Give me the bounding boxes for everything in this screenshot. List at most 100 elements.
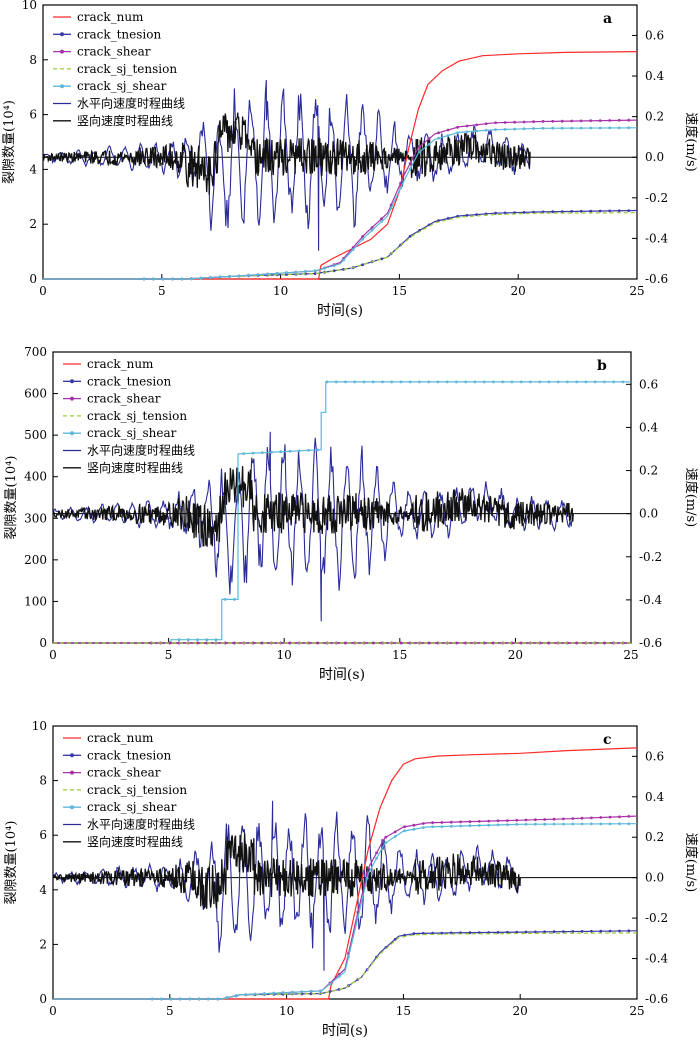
panel-label: c: [603, 732, 612, 748]
series-point-crack-sj-shear: [225, 996, 229, 1000]
y-right-tick-label: -0.2: [639, 550, 662, 564]
legend-entry: crack_sj_shear: [87, 800, 177, 814]
series-point-crack-sj-shear: [477, 824, 481, 827]
series-point-crack-sj-shear: [617, 126, 621, 130]
legend-entry: 竖向速度时程曲线: [87, 460, 183, 475]
series-point-crack-sj-shear: [551, 126, 555, 130]
series-point-crack-shear: [205, 641, 209, 645]
legend-entry: crack_shear: [77, 45, 151, 59]
series-point-crack-sj-shear: [199, 276, 203, 280]
y-left-tick-label: 100: [24, 594, 47, 608]
series-point-crack-tnesion: [494, 211, 497, 215]
series-point-crack-sj-shear: [190, 277, 193, 281]
series-point-crack-sj-shear: [618, 822, 621, 826]
series-point-crack-sj-shear: [464, 380, 468, 384]
chart-panel-a: 0 5 10 15 20 25 0 2 4 6 8 10 -0.6 -0.4 -0.2 0.0 0.2 0.4 0.…: [2, 0, 699, 319]
y-right-tick-label: 0.0: [645, 150, 664, 164]
series-point-crack-tnesion: [408, 234, 412, 238]
series-point-crack-shear: [515, 818, 519, 822]
series-point-crack-shear: [608, 815, 612, 819]
series-point-crack-shear: [384, 835, 388, 839]
y-left-tick-label: 2: [39, 937, 47, 951]
y-right-tick-label: 0.0: [639, 507, 658, 521]
chart-panel-b: 0 5 10 15 20 25 0 100 200 300 400 500 600 700 -0.6 -0.4…: [4, 345, 699, 683]
series-point-crack-tnesion: [580, 930, 584, 933]
series-line-crack-sj-tension: [53, 932, 638, 1000]
series-point-crack-sj-shear: [316, 448, 320, 452]
series-point-crack-shear: [618, 815, 621, 819]
x-tick-label: 5: [158, 284, 166, 298]
series-point-crack-sj-shear: [288, 449, 292, 453]
series-point-crack-shear: [459, 820, 462, 824]
series-point-crack-tnesion: [361, 263, 364, 267]
series-point-crack-sj-shear: [214, 638, 218, 642]
y-left-tick-label: 10: [32, 719, 47, 733]
series-point-crack-shear: [496, 819, 500, 823]
series-point-crack-sj-shear: [494, 128, 497, 132]
series-point-crack-shear: [361, 235, 364, 238]
series-point-crack-tnesion: [300, 992, 304, 996]
series-point-crack-sj-shear: [529, 380, 532, 384]
series-point-crack-sj-shear: [562, 822, 565, 826]
series-point-crack-sj-shear: [446, 134, 450, 137]
series-point-crack-sj-shear: [251, 451, 255, 455]
series-point-crack-sj-shear: [279, 450, 283, 454]
series-point-crack-sj-shear: [177, 638, 181, 642]
y-right-tick-label: -0.6: [645, 272, 668, 286]
series-point-crack-shear: [421, 822, 425, 825]
series-point-crack-sj-shear: [362, 380, 366, 384]
series-point-crack-sj-shear: [233, 598, 236, 601]
x-tick-label: 0: [49, 648, 57, 662]
series-point-crack-sj-shear: [399, 380, 403, 384]
legend-entry: crack_num: [77, 10, 144, 24]
y-right-tick-label: 0.2: [645, 110, 664, 124]
y-left-tick-label: 400: [24, 470, 47, 484]
x-tick-label: 20: [513, 1004, 528, 1018]
series-point-crack-shear: [599, 816, 603, 819]
series-point-crack-sj-shear: [291, 990, 294, 994]
series-line-velocity-h: [52, 431, 574, 622]
legend-entry: crack_sj_tension: [77, 62, 177, 76]
series-point-crack-sj-shear: [579, 126, 583, 130]
series-point-crack-sj-shear: [399, 186, 402, 190]
series-point-crack-sj-shear: [253, 992, 257, 996]
series-point-crack-shear: [418, 145, 421, 148]
series-point-crack-shear: [436, 641, 440, 645]
series-point-crack-sj-shear: [300, 990, 304, 994]
series-point-crack-shear: [627, 815, 631, 818]
y-left-tick-label: 300: [24, 511, 47, 525]
series-point-crack-sj-shear: [353, 380, 357, 384]
series-point-crack-sj-shear: [534, 822, 537, 826]
series-point-crack-shear: [427, 641, 431, 645]
y-right-tick-label: 0.4: [645, 69, 664, 83]
series-point-crack-sj-shear: [244, 993, 248, 996]
series-point-crack-shear: [375, 851, 378, 855]
series-point-crack-tnesion: [562, 930, 565, 933]
y-left-axis-label: 裂隙数量(10⁴): [2, 100, 17, 184]
series-point-crack-sj-shear: [449, 824, 453, 828]
y-right-tick-label: 0.6: [645, 28, 664, 42]
series-point-crack-sj-shear: [570, 126, 574, 130]
series-point-crack-shear: [196, 641, 199, 645]
series-point-crack-sj-shear: [380, 220, 383, 223]
series-point-crack-shear: [543, 818, 547, 821]
series-point-crack-sj-shear: [356, 916, 360, 919]
series-point-crack-sj-shear: [440, 825, 444, 828]
series-line-crack-sj-shear: [43, 127, 638, 280]
series-point-crack-shear: [492, 641, 495, 645]
series-point-crack-tnesion: [589, 209, 593, 213]
series-point-crack-shear: [475, 123, 478, 127]
series-point-crack-sj-shear: [418, 150, 421, 154]
series-point-crack-sj-shear: [532, 127, 535, 130]
y-right-tick-label: 0.6: [639, 377, 658, 391]
legend-entry: 水平向速度时程曲线: [87, 443, 195, 458]
series-point-crack-shear: [446, 128, 450, 132]
series-point-crack-tnesion: [440, 931, 444, 935]
series-point-crack-sj-shear: [160, 997, 164, 1001]
series-point-crack-tnesion: [496, 931, 500, 934]
series-point-crack-shear: [482, 641, 486, 645]
series-line-crack-tnesion: [43, 209, 638, 280]
series-point-crack-shear: [440, 821, 444, 824]
series-point-crack-shear: [608, 119, 612, 122]
x-tick-label: 10: [273, 284, 288, 298]
